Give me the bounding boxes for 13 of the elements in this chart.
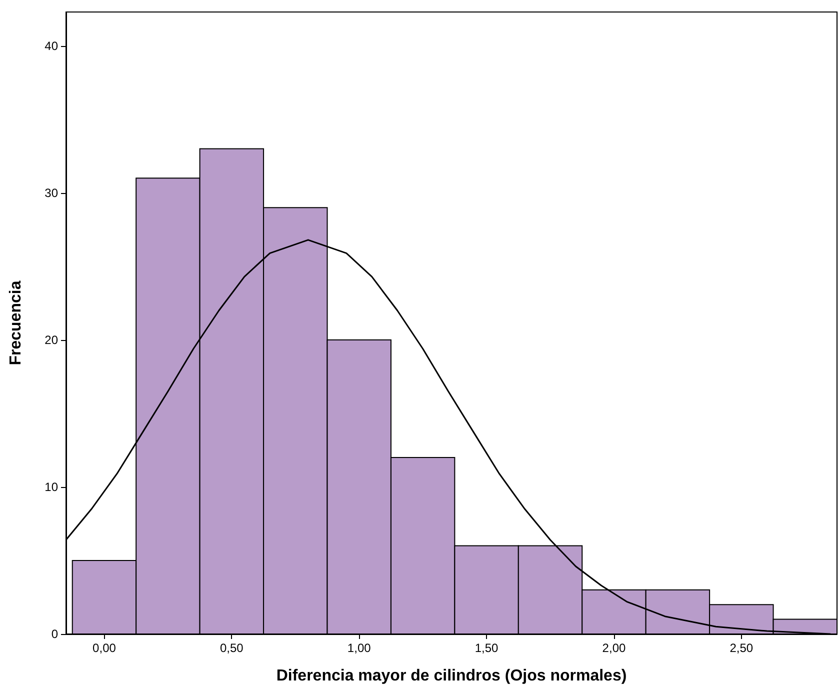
y-tick-label: 40 xyxy=(44,38,58,53)
x-axis-title: Diferencia mayor de cilindros (Ojos normales) xyxy=(276,668,627,684)
x-tick-label: 0,00 xyxy=(92,641,116,655)
y-tick-label: 30 xyxy=(44,186,58,200)
y-axis-title: Frecuencia xyxy=(8,280,24,366)
x-tick-label: 2,50 xyxy=(730,641,754,655)
y-tick-label: 10 xyxy=(44,480,58,494)
y-tick-label: 20 xyxy=(44,332,58,347)
x-tick-label: 1,00 xyxy=(347,641,372,655)
x-tick-label: 0,50 xyxy=(220,641,244,655)
y-tick-label: 0 xyxy=(51,627,58,641)
x-tick-label: 2,00 xyxy=(602,641,626,655)
x-tick-label: 1,50 xyxy=(474,641,499,655)
